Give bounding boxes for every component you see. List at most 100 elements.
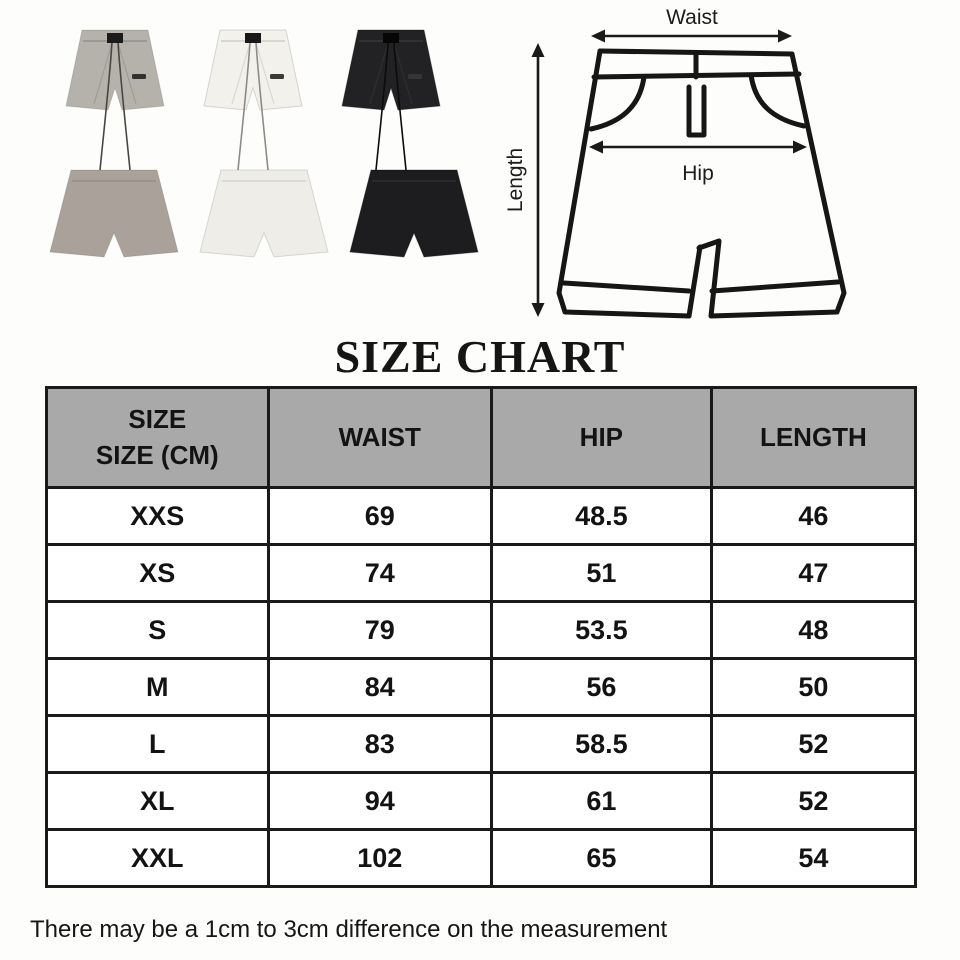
cell-size: XS	[45, 543, 270, 603]
gray-shorts-front-image	[65, 29, 165, 171]
table-row-m: M 84 56 50	[45, 657, 918, 717]
product-photo-grid	[30, 14, 480, 314]
leg-logo	[132, 74, 146, 79]
front-seam-left	[93, 42, 113, 105]
measurement-arrows	[531, 29, 807, 317]
header-cell-length: LENGTH	[709, 386, 918, 489]
shorts-body	[349, 169, 479, 258]
drawstring-right	[393, 41, 407, 171]
length-arrowhead-top	[531, 43, 545, 57]
shorts-body	[341, 29, 441, 111]
hip-label: Hip	[682, 162, 714, 185]
table-row-xs: XS 74 51 47	[45, 543, 918, 603]
table-row-s: S 79 53.5 48	[45, 600, 918, 660]
shorts-body	[203, 29, 303, 111]
black-shorts-front-image	[341, 29, 441, 171]
page-title: SIZE CHART	[334, 331, 626, 382]
shorts-body	[199, 169, 329, 258]
header-cell-waist: WAIST	[266, 386, 493, 489]
product-photo-gray-front	[60, 20, 170, 185]
cell-length: 47	[709, 543, 918, 603]
cell-waist: 102	[266, 828, 493, 888]
right-pocket-curve	[748, 72, 807, 129]
right-hem-cuff-line	[709, 279, 841, 294]
cell-size: M	[45, 657, 270, 717]
cell-length: 52	[709, 771, 918, 831]
size-table-header: SIZE SIZE (CM) WAIST HIP LENGTH	[45, 386, 918, 489]
product-photo-white-front	[198, 20, 308, 185]
drawstring-left	[99, 41, 113, 171]
black-shorts-back-image	[349, 169, 479, 258]
cell-hip: 53.5	[489, 600, 713, 660]
right-side-and-right-leg	[696, 51, 847, 319]
shorts-body	[65, 29, 165, 111]
cell-size: S	[45, 600, 270, 660]
brand-label-patch	[107, 33, 123, 43]
table-row-xxl: XXL 102 65 54	[45, 828, 918, 888]
front-seam-left	[369, 42, 389, 105]
cell-size: L	[45, 714, 270, 774]
table-row-l: L 83 58.5 52	[45, 714, 918, 774]
cell-length: 52	[709, 714, 918, 774]
header-cell-size: SIZE SIZE (CM)	[45, 386, 270, 489]
cell-waist: 79	[266, 600, 493, 660]
shorts-body	[49, 169, 179, 258]
product-row-front	[30, 20, 480, 185]
white-shorts-front-image	[203, 29, 303, 171]
header-row: SIZE SIZE (CM) WAIST HIP LENGTH	[45, 386, 918, 489]
cell-hip: 58.5	[489, 714, 713, 774]
cell-hip: 65	[489, 828, 713, 888]
cell-size: XXL	[45, 828, 270, 888]
front-seam-left	[231, 42, 251, 105]
cell-length: 46	[709, 486, 918, 546]
length-label: Length	[504, 148, 527, 212]
size-table: SIZE SIZE (CM) WAIST HIP LENGTH XXS 69 4…	[45, 386, 918, 888]
drawstring-left	[237, 41, 251, 171]
left-pocket-curve	[588, 74, 647, 132]
cell-waist: 83	[266, 714, 493, 774]
product-photo-white-back	[194, 162, 334, 302]
header-size-line2: SIZE (CM)	[95, 439, 219, 470]
front-seam-right	[255, 42, 275, 105]
length-arrowhead-bottom	[531, 303, 545, 317]
cell-size: XL	[45, 771, 270, 831]
front-seam-right	[117, 42, 137, 105]
left-side-and-left-leg	[556, 48, 703, 319]
product-photo-taupe-back	[44, 162, 184, 302]
white-shorts-back-image	[199, 169, 329, 258]
leg-logo	[270, 74, 284, 79]
waist-arrowhead-right	[778, 29, 792, 43]
shorts-measurement-drawing: Waist Hip Length	[504, 6, 847, 319]
drawstring-left	[375, 41, 389, 171]
product-photo-black-back	[344, 162, 484, 302]
hip-arrowhead-left	[589, 140, 603, 154]
product-photo-black-front	[336, 20, 446, 185]
waist-label: Waist	[666, 6, 718, 29]
size-table-body: XXS 69 48.5 46 XS 74 51 47 S 79 53.5 48 …	[45, 486, 918, 888]
front-seam-right	[393, 42, 413, 105]
fly-placket	[686, 84, 707, 138]
shorts-outline	[556, 48, 847, 319]
brand-label-patch	[383, 33, 399, 43]
cell-hip: 61	[489, 771, 713, 831]
cell-waist: 69	[266, 486, 493, 546]
table-row-xxs: XXS 69 48.5 46	[45, 486, 918, 546]
left-hem-cuff-line	[561, 280, 692, 294]
taupe-shorts-back-image	[49, 169, 179, 258]
leg-logo	[408, 74, 422, 79]
waist-arrowhead-left	[591, 29, 605, 43]
drawstring-right	[117, 41, 131, 171]
cell-hip: 48.5	[489, 486, 713, 546]
cell-hip: 56	[489, 657, 713, 717]
product-row-back	[30, 162, 480, 302]
table-row-xl: XL 94 61 52	[45, 771, 918, 831]
measurement-disclaimer: There may be a 1cm to 3cm difference on …	[30, 916, 668, 943]
header-cell-hip: HIP	[489, 386, 713, 489]
cell-length: 54	[709, 828, 918, 888]
hip-arrowhead-right	[793, 140, 807, 154]
cell-hip: 51	[489, 543, 713, 603]
cell-length: 48	[709, 600, 918, 660]
cell-waist: 94	[266, 771, 493, 831]
cell-waist: 84	[266, 657, 493, 717]
